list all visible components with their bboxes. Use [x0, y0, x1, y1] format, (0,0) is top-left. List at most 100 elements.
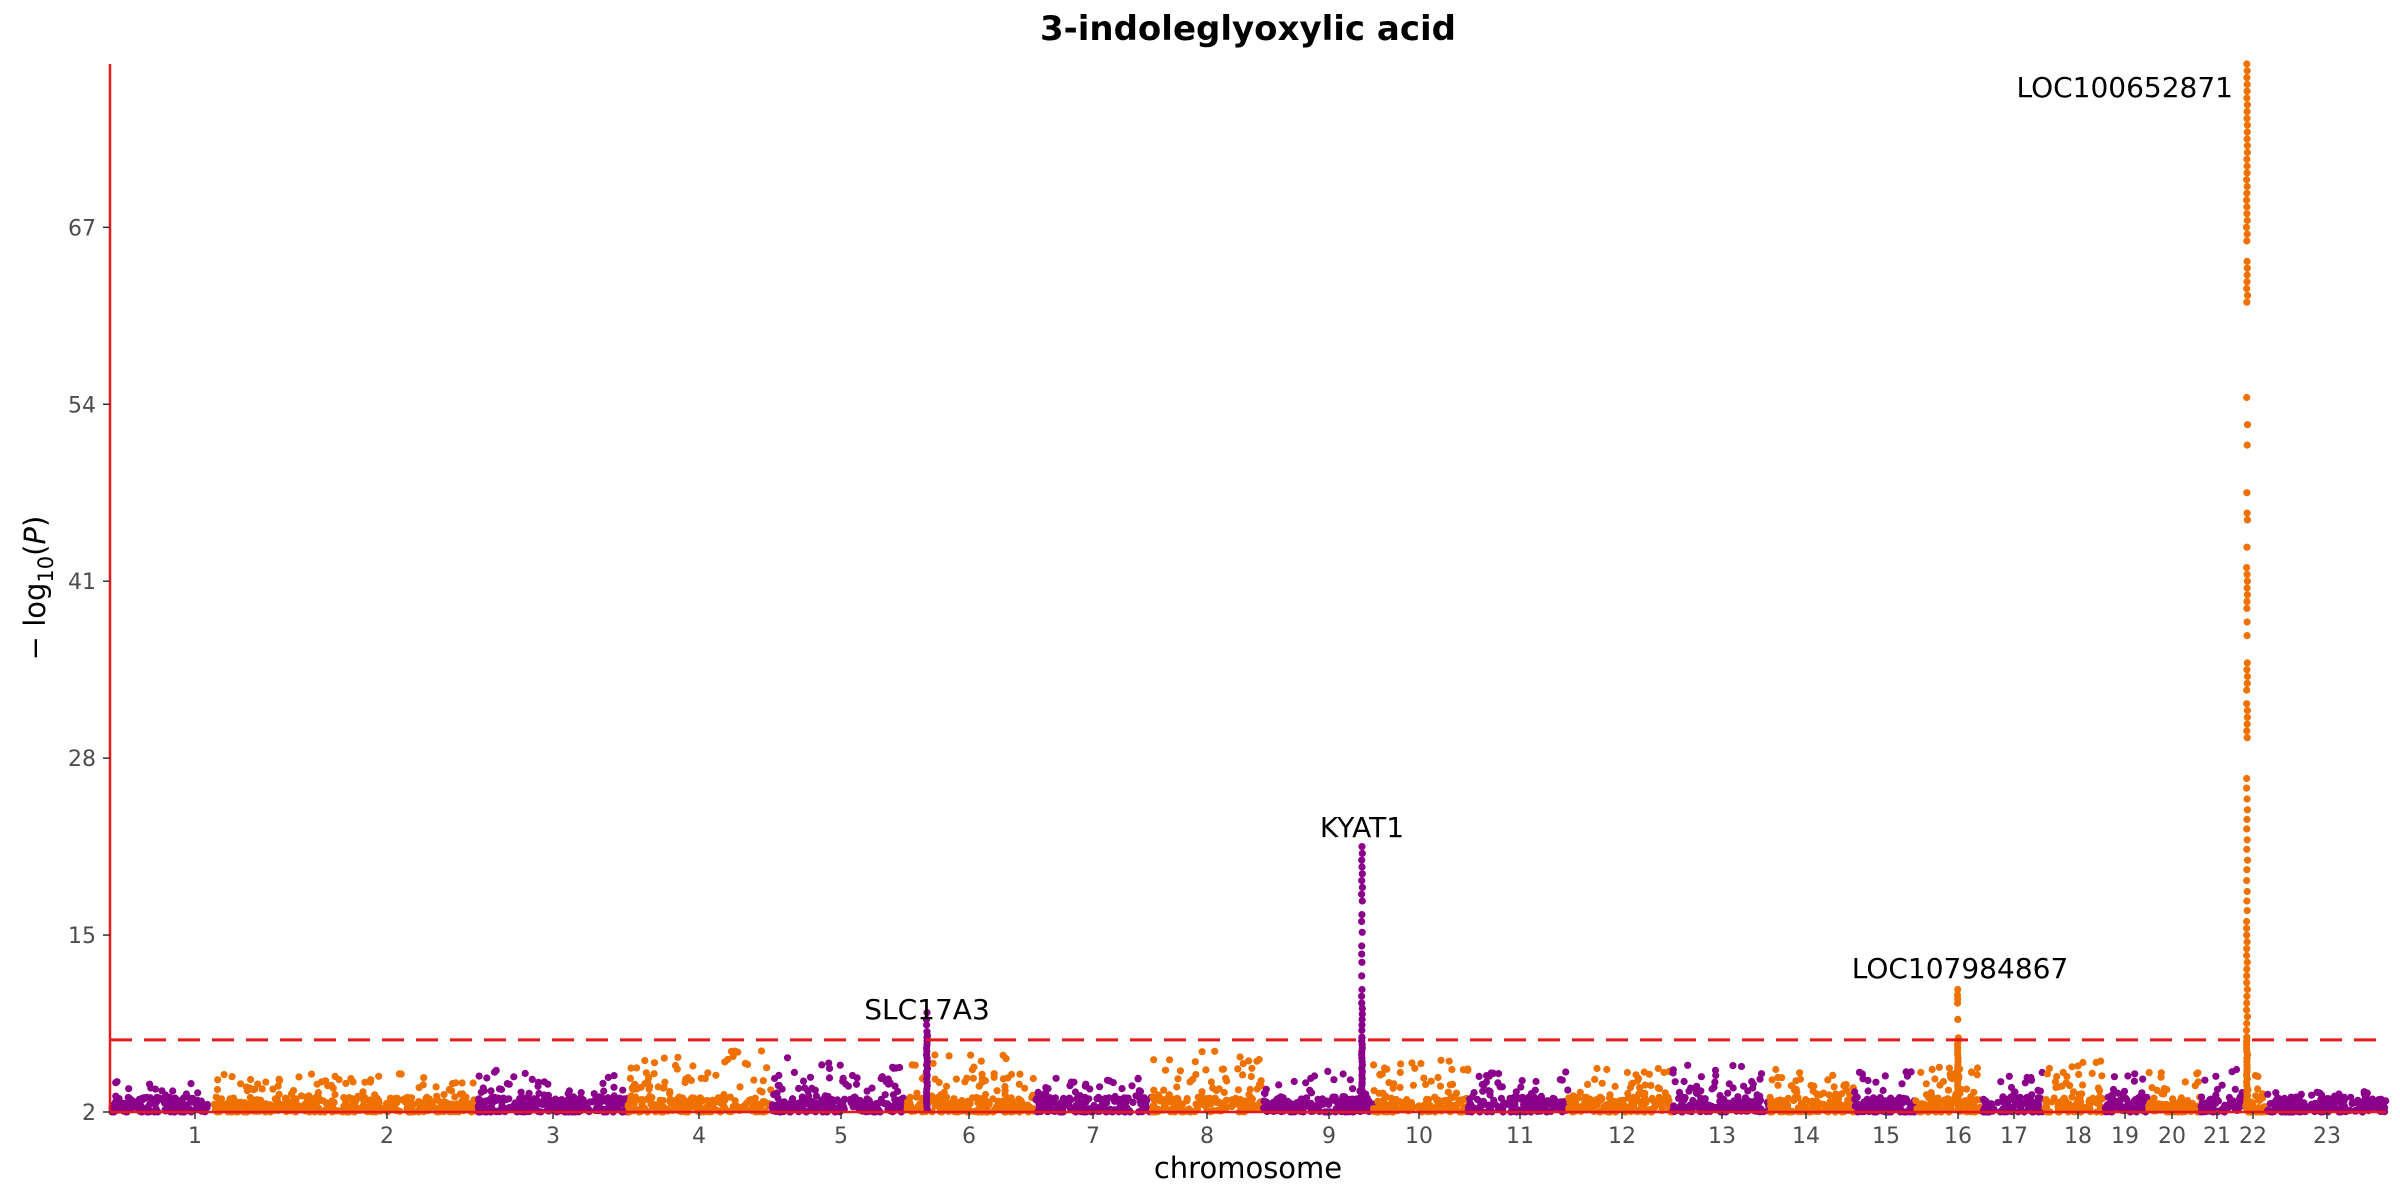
snp-point	[931, 1051, 939, 1059]
x-tick-label: 4	[692, 1124, 706, 1149]
snp-point	[1864, 1076, 1872, 1085]
snp-point	[173, 1096, 181, 1104]
snp-point	[1166, 1056, 1174, 1064]
snp-point	[151, 1085, 159, 1093]
peak-snp-point	[2243, 203, 2251, 211]
snp-point	[1582, 1093, 1590, 1101]
snp-point	[1729, 1084, 1737, 1092]
snp-point	[2363, 1095, 2372, 1104]
snp-point	[251, 1085, 259, 1093]
snp-point	[1922, 1102, 1930, 1110]
peak-snp-point	[1358, 883, 1366, 892]
snp-point	[853, 1074, 861, 1082]
snp-point	[2289, 1099, 2297, 1107]
peak-snp-point	[2243, 80, 2251, 88]
snp-point	[1444, 1088, 1452, 1096]
snp-point	[1994, 1099, 2002, 1107]
snp-point	[297, 1104, 305, 1112]
snp-point	[889, 1091, 898, 1099]
snp-point	[1247, 1072, 1255, 1081]
snp-point	[419, 1101, 427, 1109]
snp-point	[1482, 1072, 1491, 1080]
snp-point	[1189, 1075, 1197, 1083]
snp-point	[1034, 1088, 1042, 1096]
snp-point	[2363, 1102, 2371, 1110]
snp-point	[1214, 1098, 1223, 1106]
snp-point	[1999, 1095, 2007, 1103]
snp-point	[641, 1057, 649, 1065]
snp-point	[271, 1095, 279, 1103]
snp-point	[1486, 1087, 1494, 1096]
snp-point	[1647, 1081, 1655, 1089]
snp-point	[1935, 1063, 1943, 1071]
snp-point	[544, 1080, 552, 1088]
snp-point	[1052, 1074, 1060, 1082]
peak-snp-point	[2243, 67, 2251, 75]
snp-point	[374, 1096, 382, 1104]
snp-point	[1067, 1078, 1075, 1086]
peak-snp-point	[2243, 155, 2251, 163]
snp-point	[977, 1103, 986, 1111]
snp-point	[1851, 1088, 1859, 1096]
snp-point	[1234, 1086, 1242, 1094]
snp-point	[716, 1098, 724, 1106]
snp-point	[1634, 1074, 1643, 1083]
snp-point	[491, 1068, 499, 1076]
peak-snp-point	[2243, 825, 2251, 833]
snp-point	[1129, 1098, 1137, 1106]
snp-point	[1711, 1066, 1720, 1074]
peak-snp-point	[2243, 992, 2251, 1000]
snp-point	[1415, 1102, 1423, 1110]
peak-snp-point	[2243, 1019, 2251, 1028]
snp-point	[475, 1097, 483, 1105]
snp-point	[2105, 1100, 2113, 1108]
snp-point	[1206, 1096, 1214, 1104]
peak-snp-point	[2243, 264, 2251, 272]
peak-snp-point	[2243, 271, 2251, 279]
peak-snp-point	[1954, 985, 1962, 994]
snp-point	[249, 1096, 257, 1104]
snp-point	[295, 1073, 303, 1081]
snp-point	[1549, 1094, 1557, 1102]
x-tick-label: 6	[962, 1124, 976, 1149]
peak-snp-point	[2243, 836, 2251, 844]
snp-point	[1593, 1064, 1601, 1073]
peak-snp-point	[2243, 784, 2251, 792]
snp-point	[1173, 1083, 1181, 1091]
snp-point	[942, 1082, 951, 1090]
snp-point	[2254, 1085, 2262, 1093]
snp-point	[1912, 1097, 1920, 1105]
snp-point	[475, 1072, 483, 1080]
snp-point	[459, 1090, 467, 1098]
snp-point	[1150, 1056, 1158, 1064]
peak-snp-point	[2243, 101, 2251, 109]
snp-point	[610, 1083, 618, 1091]
snp-point	[801, 1094, 809, 1103]
snp-point	[969, 1074, 977, 1082]
snp-point	[138, 1094, 146, 1102]
snp-point	[1868, 1099, 1876, 1107]
x-tick-label: 19	[2111, 1124, 2139, 1149]
snp-point	[884, 1100, 892, 1108]
snp-point	[176, 1102, 184, 1110]
snp-point	[756, 1087, 764, 1095]
snp-point	[1136, 1087, 1145, 1095]
snp-point	[600, 1087, 608, 1095]
snp-point	[360, 1093, 369, 1101]
peak-snp-point	[2243, 74, 2251, 82]
snp-point	[1105, 1094, 1113, 1102]
snp-point	[2201, 1076, 2209, 1084]
snp-point	[1015, 1080, 1023, 1088]
snp-point	[2308, 1091, 2316, 1099]
snp-point	[1044, 1085, 1052, 1093]
snp-point	[1340, 1100, 1348, 1108]
snp-point	[794, 1099, 802, 1107]
snp-point	[1396, 1083, 1404, 1091]
snp-point	[586, 1098, 594, 1106]
y-tick-label: 41	[68, 570, 96, 595]
snp-point	[2062, 1079, 2070, 1087]
snp-point	[2018, 1101, 2026, 1109]
snp-point	[1598, 1079, 1606, 1087]
gene-label: SLC17A3	[864, 993, 990, 1026]
snp-point	[228, 1097, 237, 1105]
